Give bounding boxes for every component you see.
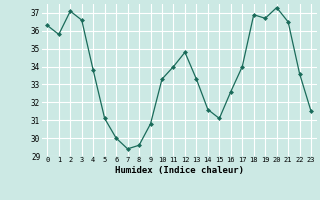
X-axis label: Humidex (Indice chaleur): Humidex (Indice chaleur) bbox=[115, 166, 244, 175]
